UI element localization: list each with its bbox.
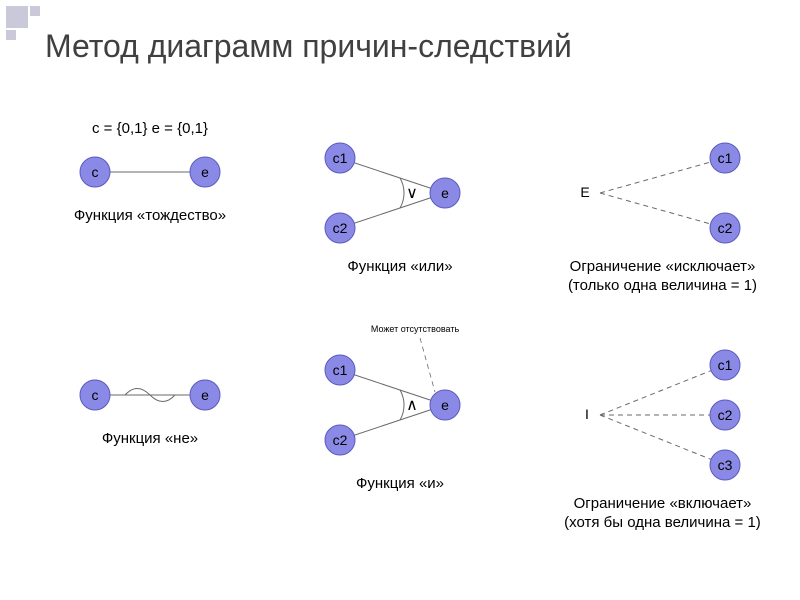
and-c2: c2	[333, 432, 348, 448]
or-operator: ∨	[406, 185, 418, 202]
identity-c: c	[92, 164, 99, 180]
exclude-letter: E	[580, 184, 589, 200]
exclude-c2: c2	[718, 220, 733, 236]
or-c1: c1	[333, 150, 348, 166]
exclude-c1: c1	[718, 150, 733, 166]
decoration-square	[30, 6, 40, 16]
and-note: Может отсутствовать	[371, 324, 460, 334]
not-e: e	[201, 387, 209, 403]
not-c: c	[92, 387, 99, 403]
diagram-or: ∨ c1 c2 e Функция «или»	[290, 128, 510, 277]
include-c1: c1	[718, 357, 733, 373]
include-c3: c3	[718, 457, 733, 473]
or-c2: c2	[333, 220, 348, 236]
identity-svg: c e	[40, 137, 260, 207]
diagram-exclude: E c1 c2 Ограничение «исключает» (только …	[545, 128, 780, 296]
and-operator: ∧	[406, 397, 418, 414]
diagram-and: Может отсутствовать ∧ c1 c2 e Функция «и…	[290, 320, 510, 494]
diagram-identity: c = {0,1} e = {0,1} c e Функция «тождест…	[40, 120, 260, 226]
and-svg: Может отсутствовать ∧ c1 c2 e	[290, 320, 510, 475]
and-caption: Функция «и»	[290, 475, 510, 494]
include-c2: c2	[718, 407, 733, 423]
diagram-include: I c1 c2 c3 Ограничение «включает» (хотя …	[545, 335, 780, 533]
include-letter: I	[585, 406, 589, 422]
or-e: e	[441, 185, 449, 201]
identity-e: e	[201, 164, 209, 180]
exclude-caption2: (только одна величина = 1)	[545, 277, 780, 296]
include-caption2: (хотя бы одна величина = 1)	[545, 514, 780, 533]
decoration-square	[6, 30, 16, 40]
not-svg: c e	[40, 360, 260, 430]
exclude-caption1: Ограничение «исключает»	[545, 258, 780, 277]
decoration-square	[6, 6, 28, 28]
or-svg: ∨ c1 c2 e	[290, 128, 510, 258]
and-e: e	[441, 397, 449, 413]
include-svg: I c1 c2 c3	[545, 335, 780, 495]
page-title: Метод диаграмм причин-следствий	[45, 28, 572, 65]
identity-caption: Функция «тождество»	[40, 207, 260, 226]
or-caption: Функция «или»	[290, 258, 510, 277]
exclude-svg: E c1 c2	[545, 128, 780, 258]
not-caption: Функция «не»	[40, 430, 260, 449]
diagram-not: c e Функция «не»	[40, 360, 260, 449]
identity-top-label: c = {0,1} e = {0,1}	[40, 120, 260, 137]
and-c1: c1	[333, 362, 348, 378]
include-caption1: Ограничение «включает»	[545, 495, 780, 514]
